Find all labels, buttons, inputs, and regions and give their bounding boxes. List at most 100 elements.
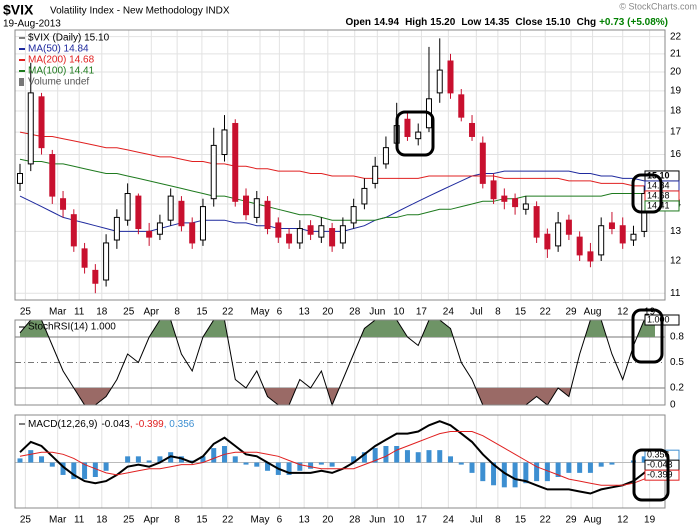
candle-body: [608, 222, 615, 230]
y-tick-label: 0.5: [670, 357, 684, 368]
histogram-bar: [372, 448, 378, 463]
histogram-bar: [318, 462, 324, 465]
candle-body: [49, 154, 56, 197]
candle-body: [522, 203, 529, 210]
candle-body: [350, 206, 357, 224]
x-tick-label: Jun: [369, 307, 385, 318]
candle-body: [210, 144, 217, 200]
x-tick-label: 25: [123, 307, 135, 318]
candle-body: [113, 216, 120, 241]
ma-line: [19, 158, 656, 221]
x-tick-label: 17: [416, 307, 428, 318]
histogram-bar: [103, 462, 109, 471]
legend-label: MA(50) 14.84: [28, 44, 89, 55]
quote-label: Chg: [577, 17, 596, 28]
highlight-box: [631, 173, 663, 214]
x-tick-label: 22: [222, 307, 234, 318]
symbol: $VIX: [3, 2, 34, 18]
candle-body: [630, 233, 637, 241]
x-tick-label: 28: [349, 307, 361, 318]
value-tag-label: -0.043: [647, 460, 673, 470]
x-tick-label: 11: [74, 307, 85, 318]
y-tick-label: 11: [670, 288, 681, 299]
candle-body: [404, 118, 411, 137]
quote-label: Open: [345, 17, 371, 28]
histogram-bar: [49, 462, 55, 467]
candle-body: [264, 200, 271, 230]
x-tick-label: Apr: [144, 307, 160, 318]
candle-body: [372, 165, 379, 184]
y-tick-label: 12: [670, 256, 682, 267]
quote: Open 14.94 High 15.20 Low 14.35 Close 15.10 Chg +…: [345, 17, 668, 28]
histogram-bar: [135, 456, 141, 463]
y-tick-label: 18: [670, 106, 682, 117]
histogram-bar: [157, 456, 163, 463]
source: © StockCharts.com: [619, 1, 697, 11]
description: Volatility Index - New Methodology INDX: [50, 6, 230, 17]
legend-label: , -0.399: [130, 419, 164, 430]
candle-body: [38, 96, 45, 149]
candle-body: [469, 122, 476, 137]
y-tick-label: 20: [670, 67, 682, 78]
histogram-bar: [297, 462, 303, 471]
quote-label: Close: [515, 17, 543, 28]
x-tick-label: 12: [617, 515, 629, 526]
legend-label: , 0.356: [164, 419, 195, 430]
oversold-fill: [20, 388, 655, 405]
histogram-bar: [92, 462, 98, 477]
x-tick-label: May: [251, 515, 270, 526]
y-tick-label: 21: [670, 49, 682, 60]
y-tick-label: 22: [670, 31, 682, 42]
histogram-bar: [469, 462, 475, 473]
candle-body: [92, 269, 99, 284]
panel-frame: [14, 29, 666, 301]
x-tick-label: 18: [96, 515, 108, 526]
candle-body: [382, 147, 389, 165]
candle-body: [587, 251, 594, 262]
candle-body: [60, 198, 67, 210]
x-tick-label: 25: [123, 515, 135, 526]
x-tick-label: 20: [322, 515, 334, 526]
histogram-bar: [641, 456, 647, 463]
x-tick-label: 25: [20, 515, 32, 526]
x-tick-label: Apr: [144, 515, 160, 526]
histogram-bar: [329, 462, 335, 467]
x-tick-label: Aug: [584, 307, 602, 318]
x-tick-label: 29: [565, 515, 577, 526]
x-tick-label: May: [251, 307, 270, 318]
legend-label: -0.043: [101, 419, 130, 430]
x-tick-label: 15: [196, 307, 208, 318]
histogram-bar: [415, 452, 421, 463]
histogram-bar: [512, 462, 518, 488]
candle-body: [415, 131, 422, 140]
value-tag: [644, 469, 680, 481]
candle-body: [490, 180, 497, 200]
candle-body: [27, 92, 34, 165]
candle-body: [565, 219, 572, 235]
histogram-bar: [351, 456, 357, 463]
legend-label: Volume undef: [28, 77, 89, 88]
x-tick-label: Jul: [470, 307, 483, 318]
indicator-title: StochRSI(14) 1.000: [28, 322, 116, 333]
macd-line: [19, 431, 656, 486]
candle-body: [124, 193, 131, 221]
x-tick-label: 10: [393, 515, 405, 526]
histogram-bar: [598, 462, 604, 467]
candle-body: [501, 195, 508, 202]
histogram-bar: [39, 456, 45, 463]
x-tick-label: 8: [495, 307, 501, 318]
y-tick-label: 13: [670, 226, 682, 237]
candle-body: [318, 225, 325, 238]
candle-body: [81, 248, 88, 268]
candle-body: [598, 225, 605, 256]
y-tick-label: 0.8: [670, 332, 684, 343]
value-tag-label: 14.84: [647, 180, 670, 190]
histogram-bar: [71, 462, 77, 480]
histogram-bar: [243, 462, 249, 465]
histogram-bar: [361, 452, 367, 463]
quote-value: +0.73 (+5.08%): [599, 17, 668, 28]
histogram-bar: [587, 462, 593, 473]
quote-value: 15.10: [546, 17, 571, 28]
date: 19-Aug-2013: [3, 19, 61, 30]
